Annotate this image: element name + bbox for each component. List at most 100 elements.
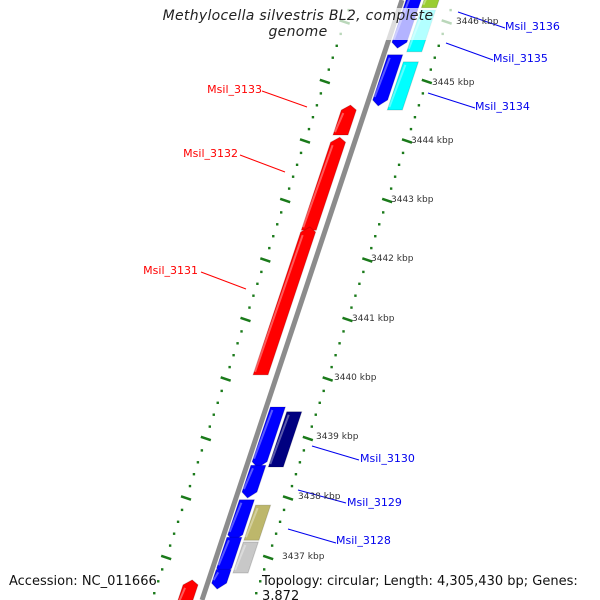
gene-feature[interactable] bbox=[332, 104, 357, 136]
minor-tick bbox=[294, 473, 298, 476]
gene-label-msil-3132[interactable]: Msil_3132 bbox=[183, 147, 238, 160]
kbp-tick bbox=[259, 257, 271, 263]
kbp-label: 3440 kbp bbox=[334, 373, 377, 383]
minor-tick bbox=[295, 163, 299, 166]
gene-feature[interactable] bbox=[251, 406, 287, 469]
leader-msil-3132 bbox=[239, 154, 286, 173]
kbp-label: 3444 kbp bbox=[411, 136, 454, 146]
minor-tick bbox=[216, 401, 219, 404]
minor-tick bbox=[172, 532, 176, 535]
minor-tick bbox=[318, 401, 321, 404]
gene-feature[interactable] bbox=[420, 0, 443, 9]
minor-tick bbox=[260, 270, 263, 274]
minor-tick bbox=[240, 330, 243, 333]
kbp-tick bbox=[342, 316, 353, 323]
minor-tick bbox=[433, 56, 436, 59]
gene-highlight bbox=[243, 467, 254, 490]
gene-label-msil-3128[interactable]: Msil_3128 bbox=[336, 534, 391, 547]
gene-label-msil-3131[interactable]: Msil_3131 bbox=[143, 264, 198, 277]
leader-msil-3133 bbox=[261, 90, 308, 108]
gene-label-msil-3129[interactable]: Msil_3129 bbox=[347, 496, 402, 509]
gene-highlight bbox=[253, 409, 274, 460]
minor-tick bbox=[236, 342, 239, 345]
minor-tick bbox=[176, 520, 180, 523]
gene-highlight bbox=[244, 507, 259, 538]
kbp-tick bbox=[421, 78, 433, 85]
gene-feature[interactable] bbox=[252, 226, 317, 376]
minor-tick bbox=[302, 449, 306, 452]
minor-tick bbox=[256, 282, 259, 285]
kbp-label: 3439 kbp bbox=[316, 432, 359, 442]
minor-tick bbox=[322, 389, 325, 393]
minor-tick bbox=[268, 246, 271, 250]
gene-highlight bbox=[269, 414, 290, 465]
minor-tick bbox=[180, 508, 184, 512]
kbp-label: 3442 kbp bbox=[371, 254, 414, 264]
minor-tick bbox=[358, 282, 361, 285]
kbp-tick bbox=[302, 435, 314, 442]
kbp-tick bbox=[279, 197, 291, 204]
minor-tick bbox=[310, 425, 313, 428]
gene-highlight bbox=[422, 0, 427, 6]
kbp-tick bbox=[282, 495, 294, 501]
gene-label-msil-3135[interactable]: Msil_3135 bbox=[493, 52, 548, 65]
gene-feature[interactable] bbox=[211, 568, 232, 590]
minor-tick bbox=[330, 365, 333, 369]
leader-msil-3134 bbox=[427, 92, 476, 109]
minor-tick bbox=[334, 354, 337, 357]
gene-label-msil-3133[interactable]: Msil_3133 bbox=[207, 83, 262, 96]
minor-tick bbox=[280, 211, 283, 214]
leader-msil-3136 bbox=[457, 11, 506, 29]
minor-tick bbox=[232, 354, 235, 357]
genome-summary: Topology: circular; Length: 4,305,430 bp… bbox=[262, 574, 600, 600]
minor-tick bbox=[397, 163, 401, 166]
gene-feature[interactable] bbox=[372, 54, 404, 107]
minor-tick bbox=[409, 127, 413, 131]
minor-tick bbox=[314, 413, 317, 416]
kbp-tick bbox=[220, 376, 232, 382]
gene-label-msil-3130[interactable]: Msil_3130 bbox=[360, 452, 415, 465]
gene-highlight bbox=[212, 571, 220, 581]
minor-tick bbox=[259, 580, 262, 583]
minor-tick bbox=[255, 592, 258, 595]
gene-feature[interactable] bbox=[241, 464, 267, 499]
gene-feature[interactable] bbox=[386, 61, 420, 111]
gene-highlight bbox=[388, 64, 407, 108]
minor-tick bbox=[382, 211, 385, 214]
gene-highlight bbox=[178, 587, 186, 600]
minor-tick bbox=[378, 223, 381, 226]
minor-tick bbox=[188, 484, 192, 488]
kbp-tick bbox=[299, 138, 311, 144]
minor-tick bbox=[263, 568, 266, 571]
map-title: Methylocella silvestris BL2, complete ge… bbox=[140, 8, 456, 40]
minor-tick bbox=[315, 104, 319, 107]
gene-feature[interactable] bbox=[232, 541, 260, 574]
kbp-label: 3437 kbp bbox=[282, 552, 325, 562]
gene-highlight bbox=[228, 502, 243, 533]
minor-tick bbox=[311, 116, 315, 119]
minor-tick bbox=[374, 235, 377, 238]
minor-tick bbox=[157, 580, 160, 583]
kbp-label: 3445 kbp bbox=[432, 78, 475, 88]
kbp-tick bbox=[401, 138, 413, 144]
kbp-tick bbox=[262, 554, 274, 561]
minor-tick bbox=[274, 532, 278, 535]
gene-highlight bbox=[302, 144, 334, 228]
kbp-tick bbox=[180, 495, 192, 501]
gene-label-msil-3136[interactable]: Msil_3136 bbox=[505, 20, 560, 33]
minor-tick bbox=[335, 44, 338, 47]
minor-tick bbox=[319, 92, 323, 95]
gene-feature[interactable] bbox=[243, 504, 272, 541]
minor-tick bbox=[389, 187, 393, 190]
minor-tick bbox=[307, 127, 311, 131]
gene-feature[interactable] bbox=[300, 136, 347, 231]
kbp-tick bbox=[381, 197, 393, 204]
gene-label-msil-3134[interactable]: Msil_3134 bbox=[475, 100, 530, 113]
minor-tick bbox=[282, 508, 286, 512]
gene-feature[interactable] bbox=[267, 411, 303, 468]
gene-highlight bbox=[234, 544, 247, 571]
minor-tick bbox=[287, 187, 291, 190]
gene-feature[interactable] bbox=[174, 579, 199, 600]
